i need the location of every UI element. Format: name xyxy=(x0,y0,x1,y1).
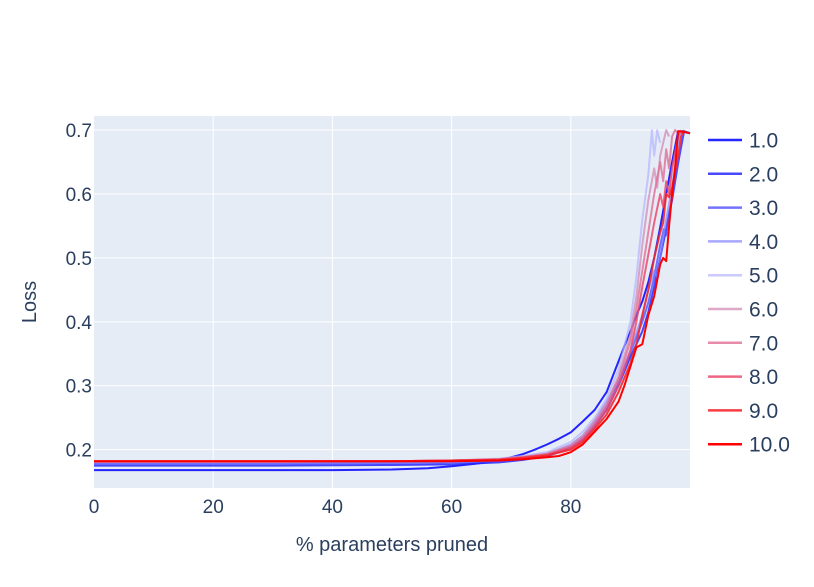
x-tick-label: 40 xyxy=(322,497,343,518)
legend-label: 5.0 xyxy=(749,265,778,288)
legend-label: 8.0 xyxy=(749,366,778,389)
y-tick-label: 0.2 xyxy=(66,441,92,462)
legend-item-7.0[interactable]: 7.0 xyxy=(708,332,778,355)
x-tick-label: 0 xyxy=(89,497,100,518)
legend-label: 6.0 xyxy=(749,299,778,322)
grid xyxy=(94,116,690,488)
legend-label: 2.0 xyxy=(749,163,778,186)
series-line-1.0 xyxy=(94,130,691,472)
legend-label: 7.0 xyxy=(749,332,778,355)
legend-item-9.0[interactable]: 9.0 xyxy=(708,400,778,423)
y-tick-label: 0.7 xyxy=(66,121,92,142)
legend-item-3.0[interactable]: 3.0 xyxy=(708,197,778,220)
legend-label: 3.0 xyxy=(749,197,778,220)
legend-label: 9.0 xyxy=(749,400,778,423)
legend-label: 10.0 xyxy=(749,434,790,457)
legend-label: 4.0 xyxy=(749,231,778,254)
legend-item-4.0[interactable]: 4.0 xyxy=(708,231,778,254)
y-tick-label: 0.4 xyxy=(66,313,93,334)
x-tick-label: 80 xyxy=(560,497,581,518)
plot-background xyxy=(94,116,690,488)
series-line-10.0 xyxy=(94,130,691,463)
legend-label: 1.0 xyxy=(749,130,778,153)
legend[interactable]: 1.0 2.0 3.0 4.0 5.0 6.0 7.0 8.0 9.0 10.0 xyxy=(708,130,790,457)
axis-ticks: 0 20 40 60 80 0.2 0.3 0.4 0.5 0.6 0.7 xyxy=(66,121,582,518)
y-tick-label: 0.3 xyxy=(66,377,92,398)
legend-item-6.0[interactable]: 6.0 xyxy=(708,299,778,322)
x-axis-title: % parameters pruned xyxy=(296,534,488,556)
x-tick-label: 60 xyxy=(441,497,462,518)
y-axis-title: Loss xyxy=(19,281,41,323)
y-tick-label: 0.6 xyxy=(66,185,92,206)
legend-item-5.0[interactable]: 5.0 xyxy=(708,265,778,288)
legend-item-10.0[interactable]: 10.0 xyxy=(708,434,790,457)
x-tick-label: 20 xyxy=(203,497,224,518)
series-lines xyxy=(94,129,691,472)
y-tick-label: 0.5 xyxy=(66,249,92,270)
legend-item-2.0[interactable]: 2.0 xyxy=(708,163,778,186)
legend-item-8.0[interactable]: 8.0 xyxy=(708,366,778,389)
legend-item-1.0[interactable]: 1.0 xyxy=(708,130,778,153)
